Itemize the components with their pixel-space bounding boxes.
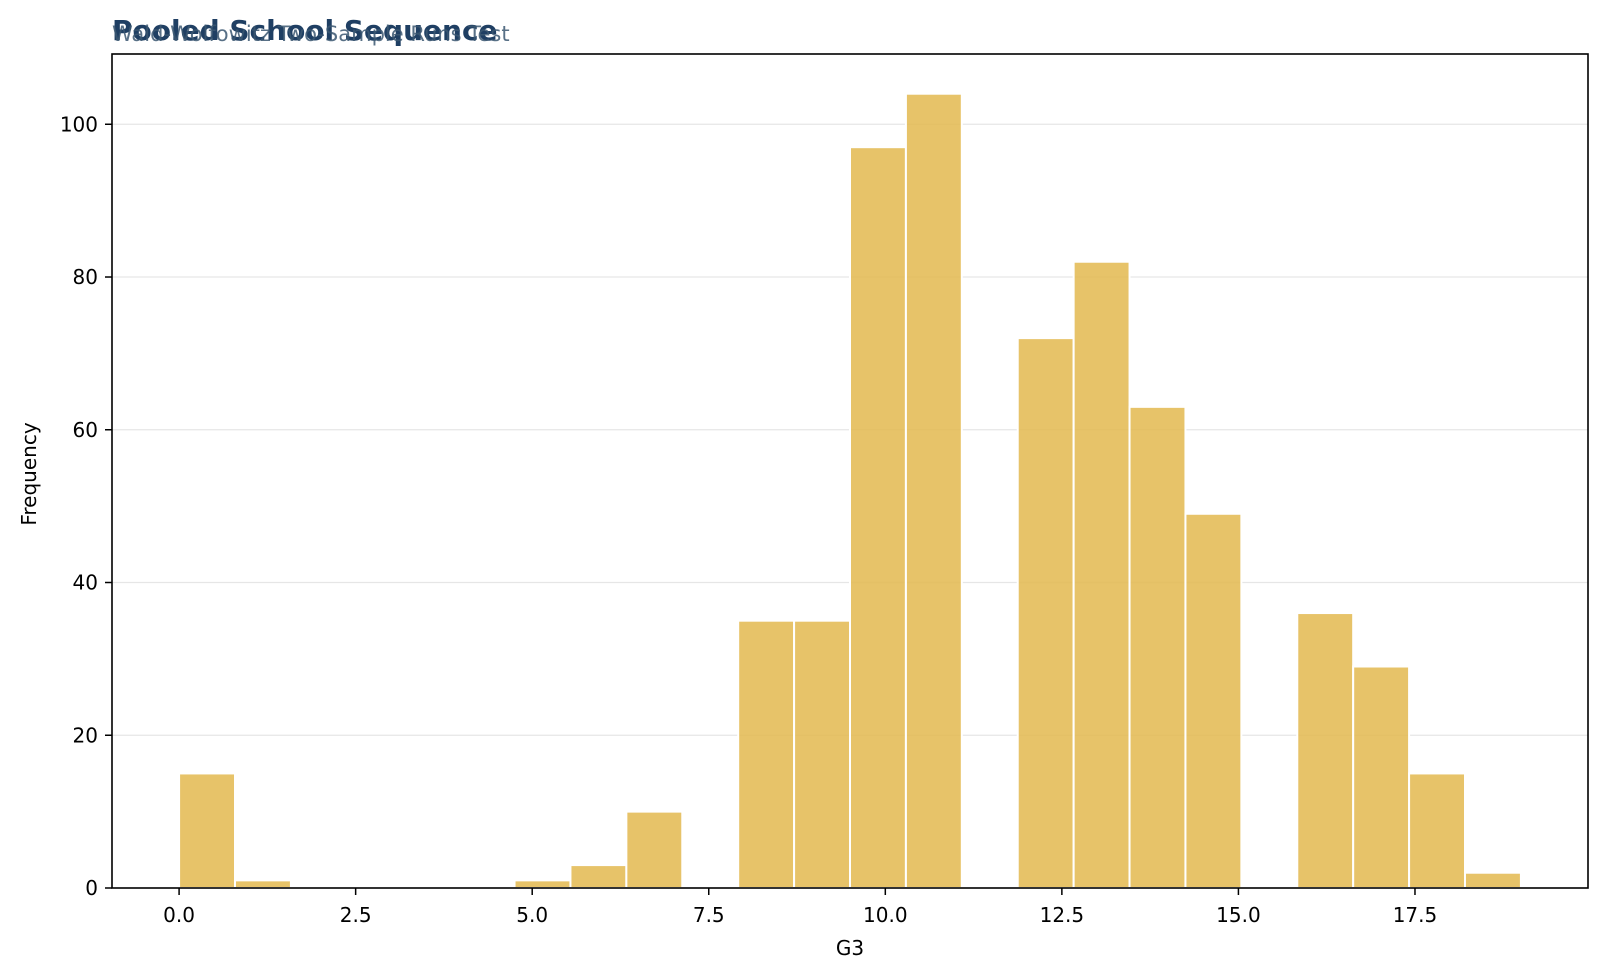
y-tick-label-5: 100 xyxy=(60,112,98,136)
histogram-bar-22 xyxy=(1408,772,1466,890)
x-axis-label: G3 xyxy=(836,936,864,960)
x-tick-label-1: 2.5 xyxy=(340,903,372,927)
histogram-bars xyxy=(178,92,1522,890)
x-tick-label-2: 5.0 xyxy=(516,903,548,927)
x-tick-label-3: 7.5 xyxy=(693,903,725,927)
histogram-bar-23 xyxy=(1463,871,1522,890)
y-tick-label-3: 60 xyxy=(73,418,98,442)
y-tick-label-1: 20 xyxy=(73,723,98,747)
histogram-bar-15 xyxy=(1016,337,1075,890)
chart-subtitle: Wald-Wolfowitz Two-Sample Runs Test xyxy=(112,22,510,46)
y-axis-ticks: 0 20 40 60 80 100 xyxy=(60,112,112,900)
histogram-bar-17 xyxy=(1128,405,1187,889)
y-axis-label: Frequency xyxy=(17,422,41,525)
histogram-bar-8 xyxy=(625,810,684,890)
y-tick-label-0: 0 xyxy=(85,876,98,900)
histogram-bar-18 xyxy=(1184,512,1243,889)
y-tick-label-2: 40 xyxy=(73,571,98,595)
chart-title: Pooled School Sequence xyxy=(112,14,498,47)
x-axis-ticks: 0.0 2.5 5.0 7.5 10.0 12.5 15.0 17.5 xyxy=(163,888,1437,927)
histogram-bar-11 xyxy=(793,619,852,889)
histogram-bar-13 xyxy=(904,92,963,889)
histogram-bar-20 xyxy=(1296,612,1355,889)
y-tick-label-4: 80 xyxy=(73,265,98,289)
histogram-bar-1 xyxy=(234,879,292,889)
x-tick-label-4: 10.0 xyxy=(863,903,908,927)
histogram-bar-6 xyxy=(513,879,572,889)
histogram-bar-12 xyxy=(849,146,907,889)
plot-area-frame xyxy=(111,53,1589,889)
x-tick-label-5: 12.5 xyxy=(1040,903,1085,927)
histogram-bar-10 xyxy=(737,619,796,889)
x-tick-label-7: 17.5 xyxy=(1393,903,1438,927)
histogram-bar-0 xyxy=(178,772,237,890)
x-tick-label-6: 15.0 xyxy=(1216,903,1261,927)
histogram-bar-7 xyxy=(569,864,628,889)
histogram-bar-16 xyxy=(1072,260,1131,889)
histogram-bar-21 xyxy=(1352,665,1411,889)
x-tick-label-0: 0.0 xyxy=(163,903,195,927)
